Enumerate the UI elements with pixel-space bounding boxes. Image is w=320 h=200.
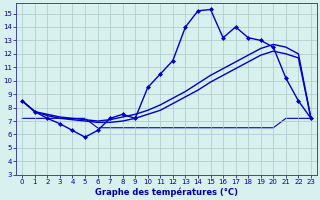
X-axis label: Graphe des températures (°C): Graphe des températures (°C) [95,188,238,197]
